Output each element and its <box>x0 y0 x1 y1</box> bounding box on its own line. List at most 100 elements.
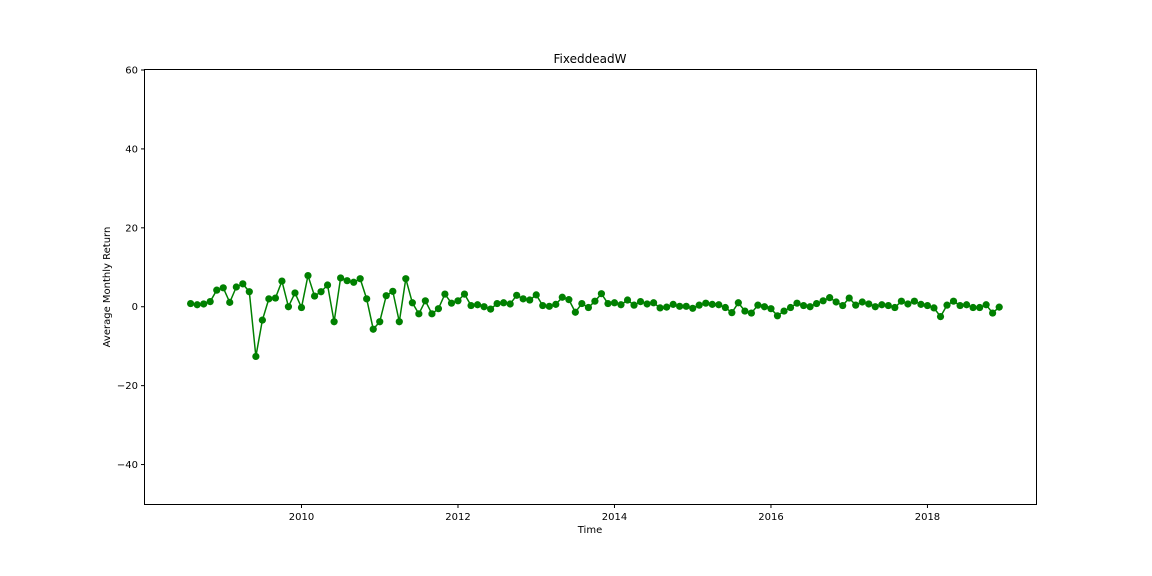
data-point <box>232 283 240 291</box>
data-point <box>767 305 775 313</box>
data-point <box>773 312 782 320</box>
data-point <box>656 304 664 312</box>
data-point <box>604 299 612 308</box>
data-point <box>786 303 795 312</box>
data-point <box>702 299 710 307</box>
y-tick-label: 0 <box>132 302 138 313</box>
data-point <box>962 301 971 309</box>
data-point <box>865 300 873 308</box>
data-point <box>552 300 560 308</box>
data-point <box>187 299 195 308</box>
data-point <box>636 298 645 306</box>
data-point <box>728 309 736 317</box>
data-point <box>976 303 984 312</box>
data-point <box>356 275 364 283</box>
data-point <box>793 299 801 307</box>
data-point <box>330 318 338 326</box>
data-point <box>949 297 958 305</box>
data-point <box>245 288 253 296</box>
data-point <box>897 297 906 305</box>
data-point <box>610 299 619 307</box>
data-point <box>265 295 273 303</box>
data-point <box>278 277 286 285</box>
data-point <box>284 303 293 311</box>
data-point <box>799 301 808 310</box>
data-point <box>669 300 677 308</box>
data-point <box>904 300 912 308</box>
data-point <box>663 303 671 311</box>
plot-area <box>187 271 1003 361</box>
y-tick-label: −40 <box>117 460 138 471</box>
data-point <box>337 274 345 282</box>
data-point <box>760 303 769 311</box>
data-point <box>930 304 938 312</box>
data-point <box>845 294 853 302</box>
data-point <box>467 301 475 310</box>
data-point <box>493 299 501 308</box>
data-point <box>819 297 827 305</box>
data-point <box>715 301 723 309</box>
data-point <box>421 297 429 305</box>
data-point <box>363 295 371 303</box>
data-point <box>193 301 201 309</box>
data-point <box>812 299 821 308</box>
data-point <box>995 303 1003 311</box>
data-point <box>623 296 632 304</box>
x-axis-label: Time <box>577 525 602 536</box>
data-point <box>741 307 749 315</box>
data-point <box>506 300 514 308</box>
data-point <box>676 302 684 310</box>
y-axis-label: Average Monthly Return <box>102 227 113 348</box>
data-point <box>591 297 599 305</box>
y-tick-label: −20 <box>117 381 138 392</box>
data-point <box>323 281 332 289</box>
data-point <box>871 303 879 311</box>
data-point <box>402 275 410 283</box>
data-point <box>513 291 521 299</box>
data-point <box>219 284 227 292</box>
data-point <box>982 301 990 309</box>
data-point <box>852 301 860 309</box>
data-point <box>858 298 866 306</box>
data-point <box>252 352 260 361</box>
data-point <box>376 318 384 326</box>
data-point <box>297 303 306 312</box>
data-point <box>389 287 397 295</box>
data-point <box>428 310 436 318</box>
data-point <box>910 297 918 305</box>
data-point <box>943 301 951 309</box>
data-point <box>213 286 221 294</box>
data-point <box>226 298 234 306</box>
y-tick-label: 20 <box>125 223 138 234</box>
data-point <box>487 305 495 313</box>
data-point <box>650 299 658 307</box>
y-tick-label: 40 <box>125 144 138 155</box>
data-point <box>343 277 351 285</box>
data-point <box>200 300 208 308</box>
data-point <box>597 290 606 298</box>
data-point <box>617 301 625 309</box>
data-point <box>565 296 573 304</box>
data-point <box>969 303 977 312</box>
data-point <box>500 299 508 307</box>
data-point <box>806 303 814 311</box>
data-point <box>989 309 997 317</box>
data-point <box>304 271 312 280</box>
data-point <box>441 290 449 298</box>
x-tick-label: 2010 <box>289 512 314 523</box>
data-point <box>206 298 214 306</box>
data-point <box>415 310 423 318</box>
data-point <box>480 303 488 311</box>
data-point <box>454 297 462 305</box>
x-tick-label: 2012 <box>445 512 470 523</box>
data-point <box>532 291 540 299</box>
data-point <box>832 298 840 306</box>
data-point <box>291 289 299 297</box>
data-point <box>408 299 416 307</box>
data-point <box>695 301 703 309</box>
data-point <box>382 292 390 300</box>
data-point <box>447 299 456 307</box>
data-point <box>317 288 325 296</box>
data-point <box>780 307 788 315</box>
data-point <box>558 293 566 301</box>
